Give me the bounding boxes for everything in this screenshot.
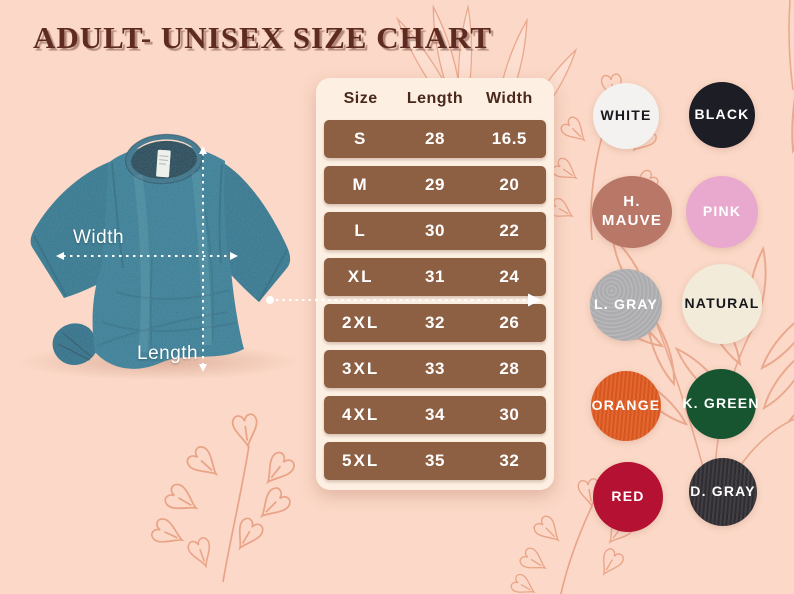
length-value: 34 bbox=[425, 405, 445, 424]
size-value: L bbox=[354, 221, 367, 240]
heart-sprig-bottom-left bbox=[149, 412, 298, 583]
table-row-5xl: 5XL 35 32 bbox=[324, 442, 546, 480]
tshirt-illustration bbox=[30, 133, 291, 369]
size-value: 2XL bbox=[342, 313, 380, 332]
size-value: S bbox=[353, 129, 368, 148]
heart-sprig-bottom-center bbox=[508, 477, 636, 594]
table-row-xl: XL 31 24 bbox=[324, 258, 546, 296]
size-value: XL bbox=[347, 267, 374, 286]
swatch-h-mauve: H. MAUVE bbox=[592, 176, 672, 248]
size-table-panel: Size Length Width S 28 16.5 M 29 20 L 30… bbox=[316, 78, 554, 490]
swatch-natural: NATURAL bbox=[682, 264, 762, 344]
width-value: 32 bbox=[499, 451, 520, 470]
size-value: 5XL bbox=[342, 451, 380, 470]
page-title: ADULT- UNISEX SIZE CHART bbox=[33, 20, 493, 55]
length-value: 31 bbox=[425, 267, 445, 286]
size-value: 3XL bbox=[342, 359, 380, 378]
collar-tag bbox=[156, 149, 171, 178]
table-row-l: L 30 22 bbox=[324, 212, 546, 250]
length-value: 33 bbox=[425, 359, 445, 378]
swatch-white: WHITE bbox=[593, 83, 659, 149]
column-header-size: Size bbox=[343, 90, 378, 107]
length-value: 28 bbox=[425, 129, 445, 148]
width-value: 20 bbox=[499, 175, 520, 194]
size-table-header: Size Length Width bbox=[324, 86, 546, 112]
width-value: 16.5 bbox=[491, 129, 527, 148]
length-value: 32 bbox=[425, 313, 445, 332]
width-value: 22 bbox=[499, 221, 520, 240]
table-row-3xl: 3XL 33 28 bbox=[324, 350, 546, 388]
table-row-4xl: 4XL 34 30 bbox=[324, 396, 546, 434]
length-value: 35 bbox=[425, 451, 445, 470]
column-header-width: Width bbox=[485, 90, 533, 107]
table-row-m: M 29 20 bbox=[324, 166, 546, 204]
length-value: 29 bbox=[425, 175, 445, 194]
width-value: 30 bbox=[499, 405, 520, 424]
width-value: 24 bbox=[499, 267, 520, 286]
table-row-s: S 28 16.5 bbox=[324, 120, 546, 158]
column-header-length: Length bbox=[406, 90, 464, 107]
size-value: 4XL bbox=[342, 405, 380, 424]
swatch-l-gray: L. GRAY bbox=[590, 269, 662, 341]
size-value: M bbox=[352, 175, 369, 194]
shirt-length-label: Length bbox=[137, 343, 199, 364]
swatch-d-gray: D. GRAY bbox=[689, 458, 757, 526]
swatch-black: BLACK bbox=[689, 82, 755, 148]
swatch-k-green: K. GREEN bbox=[682, 369, 758, 439]
shirt-width-label: Width bbox=[73, 227, 125, 248]
swatch-pink: PINK bbox=[686, 176, 758, 248]
width-value: 26 bbox=[499, 313, 520, 332]
swatch-orange: ORANGE bbox=[591, 371, 661, 441]
swatch-red: RED bbox=[593, 462, 663, 532]
table-row-2xl: 2XL 32 26 bbox=[324, 304, 546, 342]
length-value: 30 bbox=[425, 221, 445, 240]
width-value: 28 bbox=[499, 359, 520, 378]
